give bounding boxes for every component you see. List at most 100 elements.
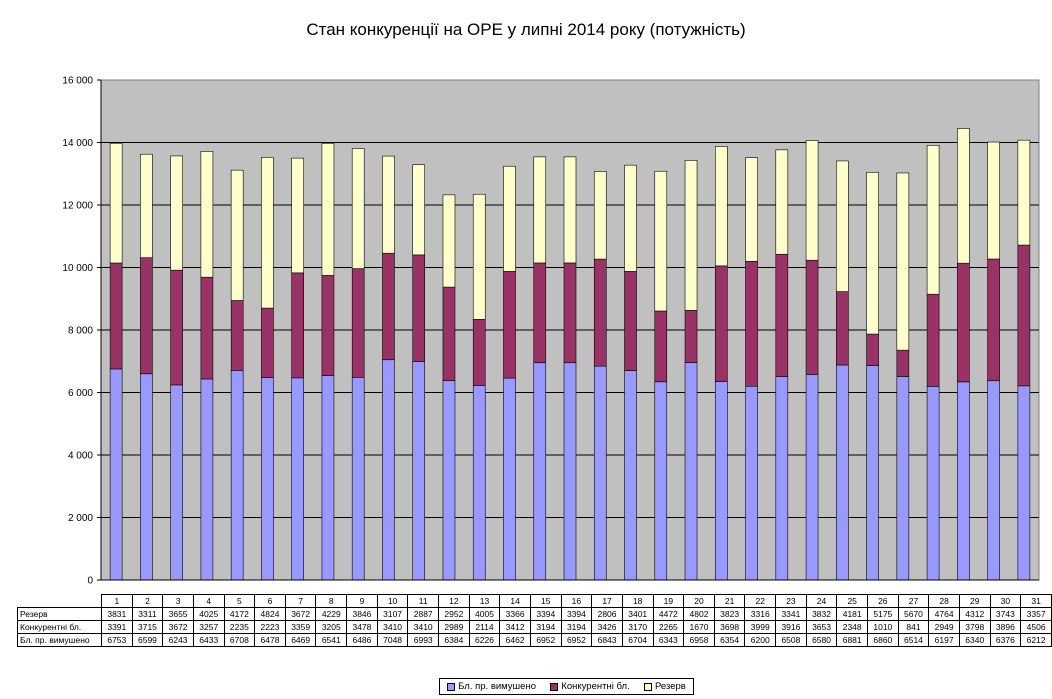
table-cell: 3366 bbox=[499, 607, 531, 621]
table-cell: 2887 bbox=[407, 607, 440, 621]
table-cell: 3194 bbox=[560, 620, 593, 634]
bar-segment-competitive bbox=[442, 286, 456, 381]
x-category-label: 31 bbox=[1020, 594, 1052, 608]
y-tick-label: 12 000 bbox=[62, 201, 93, 212]
table-cell: 3170 bbox=[621, 620, 654, 634]
bar-segment-competitive bbox=[593, 258, 607, 367]
x-category-label: 5 bbox=[223, 594, 256, 608]
table-cell: 6993 bbox=[407, 633, 440, 647]
bar-segment-reserve bbox=[140, 153, 153, 258]
table-cell: 3831 bbox=[100, 607, 133, 621]
legend: Бл. пр. вимушено Конкурентні бл. Резерв bbox=[439, 678, 694, 695]
x-category-label: 21 bbox=[713, 594, 746, 608]
bar-segment-reserve bbox=[442, 194, 456, 288]
x-category-label: 23 bbox=[775, 594, 807, 608]
x-category-label: 29 bbox=[958, 594, 991, 608]
x-category-label: 1 bbox=[100, 594, 133, 608]
bar-segment-reserve bbox=[1017, 139, 1031, 246]
bar-segment-reserve bbox=[926, 145, 940, 295]
legend-item: Резерв bbox=[643, 681, 686, 692]
bar-segment-forced bbox=[412, 361, 426, 581]
table-cell: 6354 bbox=[713, 633, 746, 647]
bar-segment-competitive bbox=[866, 333, 879, 366]
x-category-label: 24 bbox=[805, 594, 838, 608]
legend-swatch bbox=[447, 682, 456, 691]
bar-segment-reserve bbox=[987, 141, 1000, 260]
bar-segment-competitive bbox=[745, 260, 758, 387]
table-cell: 6843 bbox=[591, 633, 623, 647]
bar-segment-forced bbox=[775, 376, 789, 581]
bar-segment-forced bbox=[957, 381, 970, 581]
bar-segment-forced bbox=[351, 377, 365, 581]
bar-segment-forced bbox=[472, 385, 486, 581]
legend-swatch bbox=[643, 682, 652, 691]
bar-segment-competitive bbox=[775, 253, 789, 377]
bar-segment-forced bbox=[140, 373, 153, 581]
table-cell: 6384 bbox=[438, 633, 470, 647]
table-cell: 4312 bbox=[958, 607, 991, 621]
table-cell: 3715 bbox=[131, 620, 164, 634]
table-cell: 3357 bbox=[1020, 607, 1052, 621]
bar-segment-forced bbox=[200, 378, 214, 581]
bar-segment-competitive bbox=[563, 262, 577, 364]
bar-segment-reserve bbox=[382, 155, 395, 254]
bar-segment-competitive bbox=[261, 307, 274, 378]
bar-segment-competitive bbox=[714, 265, 728, 382]
table-cell: 6514 bbox=[897, 633, 930, 647]
bar-segment-forced bbox=[805, 374, 819, 581]
table-cell: 6433 bbox=[192, 633, 225, 647]
table-cell: 2806 bbox=[591, 607, 623, 621]
table-cell: 2235 bbox=[223, 620, 256, 634]
bar-segment-reserve bbox=[957, 128, 970, 264]
bar-segment-competitive bbox=[472, 319, 486, 386]
bar-segment-forced bbox=[291, 377, 304, 581]
table-cell: 2989 bbox=[438, 620, 470, 634]
x-category-label: 27 bbox=[897, 594, 930, 608]
table-cell: 6508 bbox=[775, 633, 807, 647]
bar-segment-reserve bbox=[745, 157, 758, 262]
bar-segment-reserve bbox=[261, 157, 274, 309]
bar-segment-reserve bbox=[593, 171, 607, 260]
bar-segment-forced bbox=[230, 370, 244, 581]
bar-segment-forced bbox=[624, 370, 637, 581]
bar-segment-reserve bbox=[351, 148, 365, 269]
table-cell: 6599 bbox=[131, 633, 164, 647]
table-cell: 3916 bbox=[775, 620, 807, 634]
x-category-label: 26 bbox=[867, 594, 899, 608]
table-cell: 4172 bbox=[223, 607, 256, 621]
table-cell: 2114 bbox=[468, 620, 501, 634]
table-cell: 4005 bbox=[468, 607, 501, 621]
bar-segment-reserve bbox=[805, 140, 819, 261]
bar-segment-reserve bbox=[230, 169, 244, 301]
x-category-label: 25 bbox=[836, 594, 868, 608]
bar-segment-competitive bbox=[382, 252, 395, 361]
x-category-label: 4 bbox=[192, 594, 225, 608]
bar-segment-competitive bbox=[624, 271, 637, 371]
table-cell: 4181 bbox=[836, 607, 868, 621]
bar-segment-competitive bbox=[230, 300, 244, 371]
table-cell: 3426 bbox=[591, 620, 623, 634]
bar-segment-reserve bbox=[654, 170, 668, 312]
bar-segment-forced bbox=[926, 386, 940, 581]
legend-label: Конкурентні бл. bbox=[561, 681, 630, 692]
table-cell: 6952 bbox=[560, 633, 593, 647]
table-cell: 4506 bbox=[1020, 620, 1052, 634]
table-cell: 3205 bbox=[315, 620, 348, 634]
legend-label: Резерв bbox=[654, 681, 686, 692]
table-cell: 6708 bbox=[223, 633, 256, 647]
bar-segment-reserve bbox=[836, 160, 849, 292]
axes: 0 2 000 4 000 6 000 8 000 10 000 12 000 14 000 1… bbox=[62, 76, 1039, 587]
x-category-label: 22 bbox=[744, 594, 777, 608]
bar-segment-reserve bbox=[533, 156, 547, 264]
bar-segment-reserve bbox=[684, 160, 698, 311]
table-cell: 6226 bbox=[468, 633, 501, 647]
table-cell: 3672 bbox=[162, 620, 194, 634]
bar-segment-forced bbox=[109, 368, 123, 581]
bar-segment-forced bbox=[745, 385, 758, 581]
table-header-row: 1 2 3 4 5 6 7 8 9 10 11 12 13 14 15 16 17 18 19 20 21 22 23 24 2… bbox=[17, 594, 1052, 608]
table-cell: 3341 bbox=[775, 607, 807, 621]
table-cell: 6952 bbox=[529, 633, 562, 647]
bar-segment-reserve bbox=[321, 142, 335, 276]
bar-segment-reserve bbox=[624, 164, 637, 272]
bar-segment-forced bbox=[987, 380, 1000, 581]
